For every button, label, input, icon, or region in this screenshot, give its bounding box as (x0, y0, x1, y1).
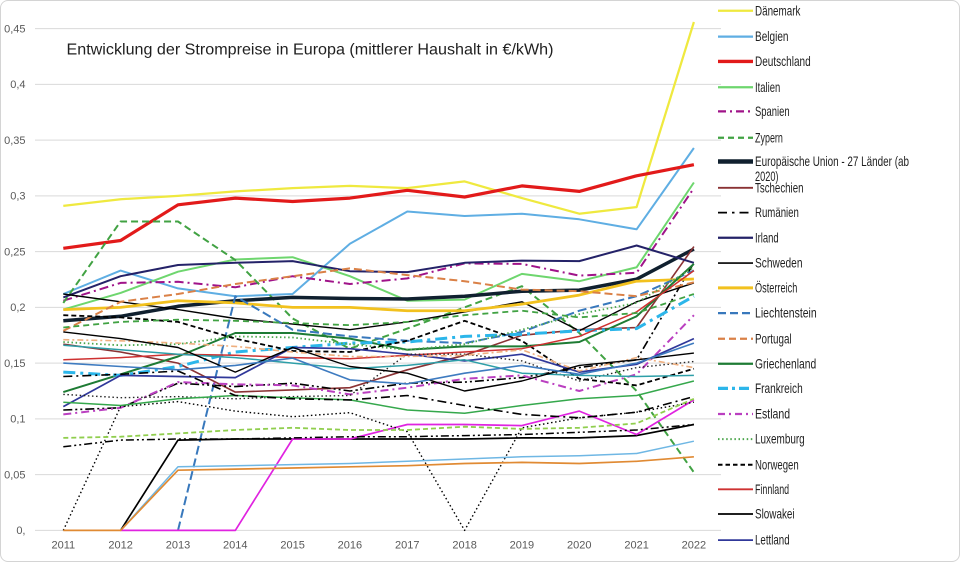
svg-text:Rumänien: Rumänien (755, 205, 799, 220)
svg-text:Estland: Estland (755, 407, 790, 422)
svg-text:2021: 2021 (624, 540, 648, 552)
svg-text:Zypern: Zypern (755, 130, 783, 145)
svg-text:2017: 2017 (395, 540, 419, 552)
svg-text:2019: 2019 (510, 540, 534, 552)
svg-text:Belgien: Belgien (755, 29, 789, 44)
svg-text:Dänemark: Dänemark (755, 3, 801, 18)
svg-text:Finnland: Finnland (755, 482, 789, 497)
svg-text:0,25: 0,25 (4, 246, 25, 258)
svg-text:Irland: Irland (755, 230, 779, 245)
svg-text:2018: 2018 (452, 540, 476, 552)
svg-text:0,: 0, (16, 525, 25, 537)
svg-text:Portugal: Portugal (755, 331, 792, 346)
svg-text:Schweden: Schweden (755, 256, 803, 271)
svg-text:0,1: 0,1 (10, 414, 25, 426)
svg-text:Deutschland: Deutschland (755, 54, 811, 69)
svg-text:Slowakei: Slowakei (755, 507, 795, 522)
svg-text:Tschechien: Tschechien (755, 180, 804, 195)
svg-text:Österreich: Österreich (755, 281, 797, 296)
svg-text:0,15: 0,15 (4, 358, 25, 370)
svg-text:0,4: 0,4 (10, 79, 25, 91)
svg-text:2015: 2015 (280, 540, 304, 552)
svg-text:2011: 2011 (51, 540, 75, 552)
svg-text:Griechenland: Griechenland (755, 356, 816, 371)
svg-text:Entwicklung der Strompreise in: Entwicklung der Strompreise in Europa (m… (67, 42, 554, 59)
svg-text:0,3: 0,3 (10, 191, 25, 203)
svg-text:2020): 2020) (755, 169, 779, 184)
svg-text:2014: 2014 (223, 540, 247, 552)
svg-text:Italien: Italien (755, 80, 780, 95)
svg-text:2016: 2016 (338, 540, 362, 552)
svg-text:Spanien: Spanien (755, 104, 790, 119)
svg-text:0,35: 0,35 (4, 135, 25, 147)
svg-text:2020: 2020 (567, 540, 591, 552)
svg-text:Norwegen: Norwegen (755, 457, 799, 472)
svg-text:0,2: 0,2 (10, 302, 25, 314)
svg-text:2012: 2012 (108, 540, 132, 552)
svg-text:Liechtenstein: Liechtenstein (755, 306, 817, 321)
svg-text:Lettland: Lettland (755, 533, 790, 548)
svg-text:0,05: 0,05 (4, 469, 25, 481)
svg-text:2013: 2013 (166, 540, 190, 552)
svg-text:Europäische Union - 27 Länder: Europäische Union - 27 Länder (ab (755, 154, 909, 169)
svg-text:0,45: 0,45 (4, 23, 25, 35)
svg-text:Luxemburg: Luxemburg (755, 432, 805, 447)
svg-text:2022: 2022 (682, 540, 706, 552)
svg-text:Frankreich: Frankreich (755, 381, 803, 396)
